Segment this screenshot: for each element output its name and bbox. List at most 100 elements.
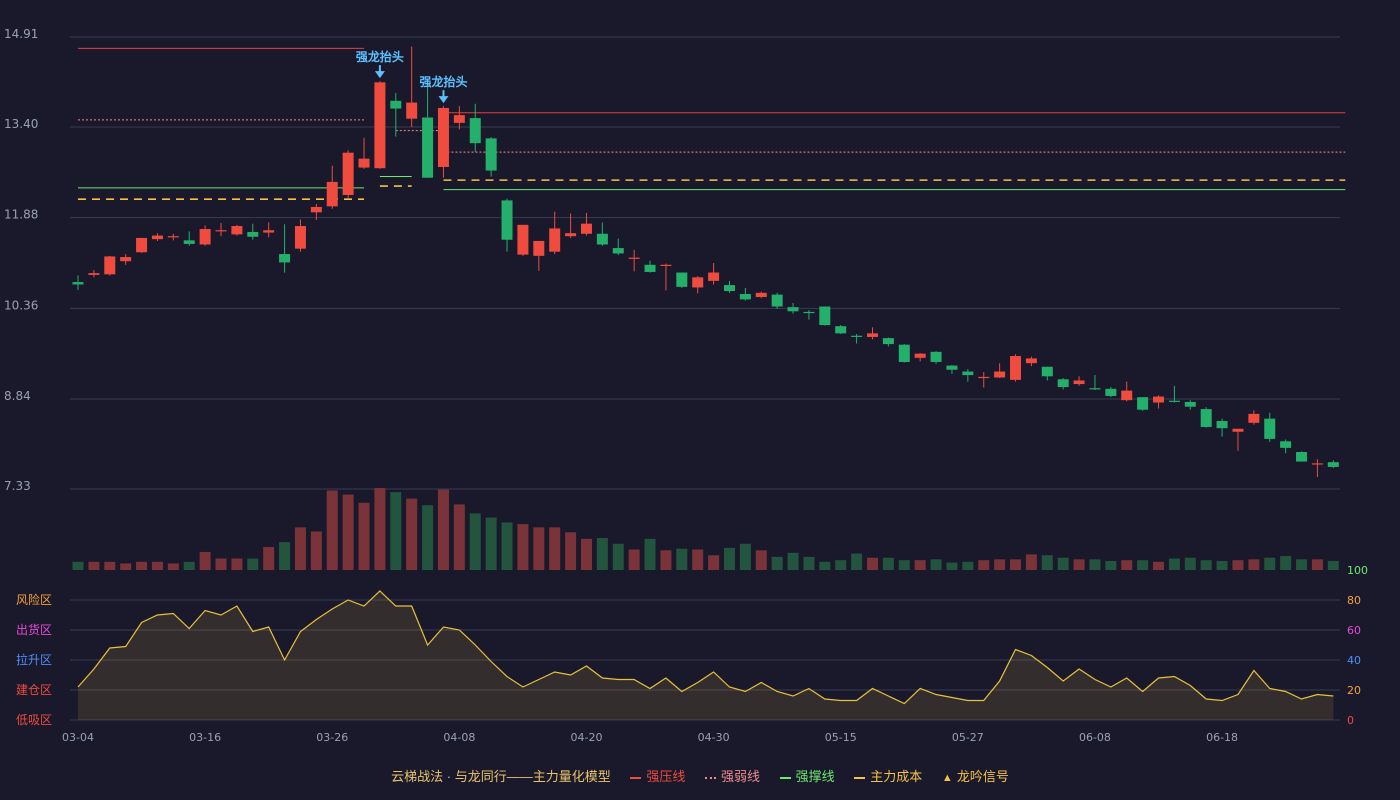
volume-bar: [1041, 555, 1053, 570]
candle-body: [215, 230, 227, 232]
candle-body: [390, 100, 402, 109]
zone-label: 拉升区: [16, 652, 52, 667]
volume-bar: [835, 560, 847, 570]
candle-body: [708, 272, 720, 281]
candle-body: [723, 285, 735, 292]
volume-bar: [1248, 559, 1260, 570]
volume-bar: [755, 550, 767, 570]
candle-body: [485, 138, 497, 171]
legend-item-weak[interactable]: 强弱线: [705, 766, 760, 785]
legend-item-support[interactable]: 强撑线: [779, 766, 835, 785]
volume-bar: [390, 492, 402, 570]
candle-body: [326, 181, 338, 207]
volume-bar: [88, 561, 100, 570]
volume-bar: [1216, 560, 1228, 570]
candle-body: [580, 223, 592, 234]
volume-bar: [247, 558, 259, 570]
volume-bar: [1057, 557, 1069, 570]
candle-body: [962, 371, 974, 376]
candle-body: [437, 107, 449, 167]
volume-bar: [279, 542, 291, 570]
volume-bar: [898, 560, 910, 570]
x-tick-label: 04-30: [698, 731, 730, 744]
candle-body: [1025, 358, 1037, 364]
legend-swatch-support: [779, 776, 791, 779]
candle-body: [739, 294, 751, 300]
legend-title: 云梯战法 · 与龙同行——主力量化模型: [391, 769, 611, 784]
candle-body: [1296, 452, 1308, 462]
candle-body: [1280, 441, 1292, 448]
volume-bar: [1153, 561, 1165, 570]
candle-body: [803, 311, 815, 314]
volume-bar: [708, 555, 720, 570]
legend-label-cost: 主力成本: [870, 769, 923, 784]
legend-item-cost[interactable]: 主力成本: [854, 766, 922, 785]
volume-bar: [580, 538, 592, 570]
volume-bar: [533, 527, 545, 570]
volume-bar: [994, 559, 1006, 570]
candle-body: [660, 264, 672, 266]
candle-body: [914, 353, 926, 358]
candle-body: [1216, 421, 1228, 429]
volume-bar: [692, 549, 704, 570]
volume-bar: [517, 524, 529, 570]
chart-legend: 云梯战法 · 与龙同行——主力量化模型 强压线 强弱线 强撑线 主力成本 ▲ 龙吟…: [0, 766, 1400, 785]
legend-item-signal[interactable]: ▲ 龙吟信号: [942, 766, 1009, 785]
candle-body: [88, 273, 100, 275]
volume-bar: [723, 547, 735, 570]
x-tick-label: 03-04: [62, 731, 94, 744]
indicator-tick-label: 60: [1347, 624, 1361, 637]
candle-body: [1153, 396, 1165, 403]
x-tick-label: 06-08: [1079, 731, 1111, 744]
candle-body: [1311, 463, 1323, 465]
x-tick-label: 05-15: [825, 731, 857, 744]
volume-bar: [914, 560, 926, 570]
volume-bar: [1089, 559, 1101, 570]
zone-label: 风险区: [16, 592, 52, 607]
candle-body: [978, 376, 990, 379]
candle-body: [1010, 356, 1022, 380]
volume-bar: [120, 563, 132, 570]
candle-body: [946, 365, 958, 370]
candle-body: [1073, 380, 1085, 385]
candle-body: [994, 371, 1006, 378]
legend-swatch-pressure: [630, 776, 642, 779]
volume-bar: [628, 549, 640, 570]
indicator-tick-label: 80: [1347, 594, 1361, 607]
volume-bar: [867, 557, 878, 570]
candle-body: [549, 228, 561, 252]
price-tick-label: 11.88: [4, 208, 38, 222]
candle-body: [612, 248, 624, 254]
volume-bar: [660, 550, 672, 570]
candle-body: [930, 351, 942, 362]
volume-bar: [1184, 557, 1196, 570]
candle-body: [1057, 379, 1069, 388]
volume-bar: [930, 559, 942, 570]
candle-body: [565, 233, 577, 237]
candle-body: [1248, 413, 1260, 423]
candle-body: [358, 158, 370, 168]
volume-bar: [199, 551, 211, 570]
volume-bar: [215, 558, 227, 570]
zone-label: 建仓区: [16, 683, 52, 697]
zone-label: 低吸区: [16, 713, 52, 727]
volume-bars: [72, 488, 1339, 570]
candle-body: [517, 224, 529, 255]
volume-bar: [803, 556, 815, 570]
legend-item-pressure[interactable]: 强压线: [630, 766, 685, 785]
candle-body: [1327, 462, 1339, 467]
volume-bar: [1200, 560, 1212, 570]
volume-bar: [882, 557, 894, 570]
candle-body: [501, 200, 513, 240]
candle-body: [279, 254, 291, 263]
volume-bar: [1010, 559, 1022, 570]
arrow-down-icon: [438, 96, 449, 104]
candle-body: [819, 306, 831, 326]
candle-body: [1168, 400, 1180, 402]
volume-bar: [422, 505, 434, 570]
volume-bar: [183, 561, 195, 570]
indicator-area: [78, 591, 1334, 720]
candle-body: [867, 333, 878, 337]
axes: 14.91 13.40 11.88 10.36 8.84 7.33 0 20 40 60 80 100…: [4, 27, 1368, 744]
